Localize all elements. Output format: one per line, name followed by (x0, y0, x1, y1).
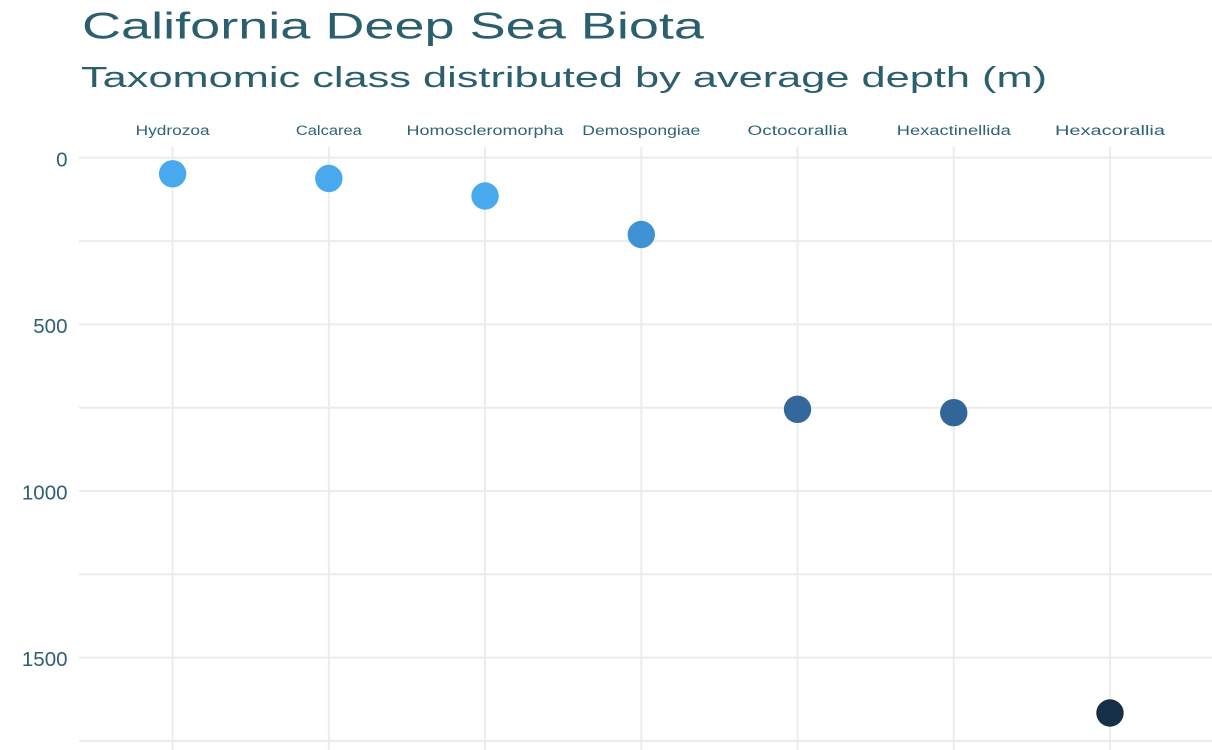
svg-text:Hexacorallia: Hexacorallia (1055, 123, 1166, 138)
svg-text:0: 0 (56, 148, 67, 171)
svg-text:1000: 1000 (22, 482, 68, 505)
svg-text:Taxomomic class distributed by: Taxomomic class distributed by average d… (81, 62, 1047, 94)
svg-text:Demospongiae: Demospongiae (582, 123, 700, 138)
svg-text:Calcarea: Calcarea (296, 123, 363, 138)
svg-text:California Deep Sea Biota: California Deep Sea Biota (82, 6, 705, 47)
svg-text:1500: 1500 (22, 648, 68, 671)
svg-text:Homoscleromorpha: Homoscleromorpha (407, 123, 565, 138)
svg-text:Hydrozoa: Hydrozoa (136, 123, 211, 138)
svg-text:Hexactinellida: Hexactinellida (897, 123, 1012, 138)
svg-text:500: 500 (33, 315, 67, 338)
svg-text:Octocorallia: Octocorallia (748, 123, 849, 138)
